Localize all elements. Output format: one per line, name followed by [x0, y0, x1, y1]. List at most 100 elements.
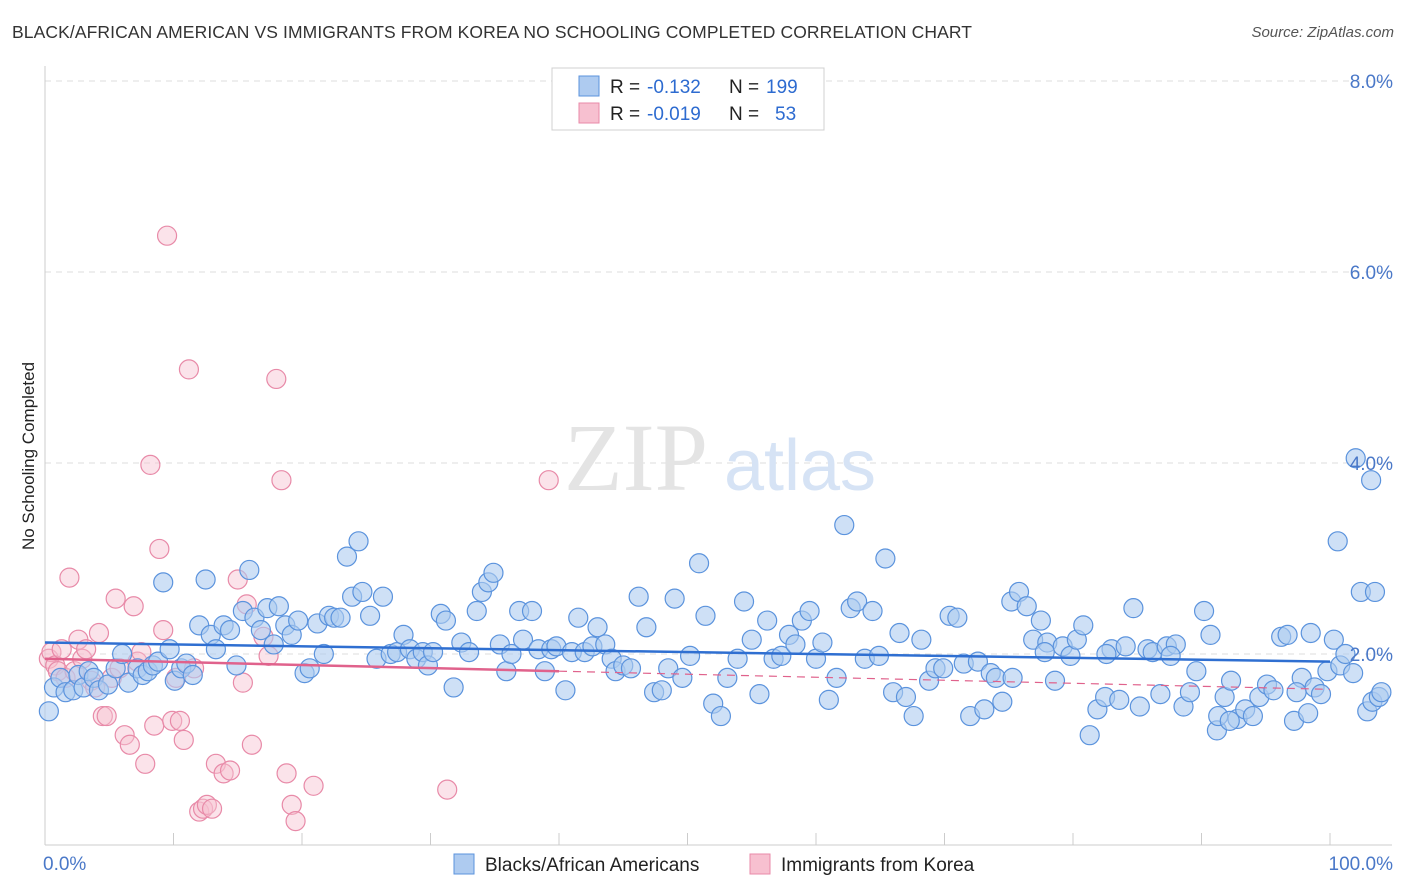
black-american-point — [799, 600, 820, 622]
black-american-point — [1335, 643, 1356, 665]
black-american-point — [1044, 670, 1066, 691]
black-american-point — [443, 677, 464, 698]
black-american-point — [422, 641, 444, 663]
trend-line-blacks — [44, 641, 1331, 663]
korea-point — [88, 622, 110, 644]
black-american-point — [911, 629, 932, 650]
black-american-point — [749, 684, 770, 705]
korea-point — [241, 734, 262, 755]
axes — [44, 66, 1392, 846]
black-american-point — [153, 572, 174, 593]
black-american-point — [1219, 710, 1240, 731]
korea-point — [135, 753, 156, 774]
black-american-point — [1073, 615, 1094, 636]
series-immigrants-from-korea — [38, 225, 559, 832]
bottom-legend-swatch-blue — [453, 853, 475, 875]
korea-point — [189, 801, 210, 822]
black-american-point — [679, 645, 701, 667]
korea-point — [276, 763, 297, 784]
korea-point — [173, 729, 194, 751]
black-american-point — [268, 596, 289, 617]
korea-point — [178, 359, 200, 380]
black-american-point — [1327, 531, 1348, 552]
trend-lines — [44, 641, 1331, 690]
legend-n-value-pink: 53 — [775, 104, 796, 125]
korea-point — [281, 794, 302, 815]
korea-point — [219, 760, 241, 781]
y-tick-label: 6.0% — [1350, 263, 1393, 284]
black-american-point — [288, 610, 309, 631]
source-credit: Source: ZipAtlas.com — [1251, 24, 1394, 41]
series-legend: Blacks/African Americans Immigrants from… — [453, 853, 975, 876]
korea-point — [119, 734, 140, 755]
black-american-point — [1300, 622, 1321, 644]
black-american-point — [875, 548, 896, 569]
korea-point — [538, 470, 559, 491]
korea-point — [285, 811, 306, 832]
black-american-point — [785, 634, 806, 655]
black-american-point — [895, 686, 917, 708]
black-american-point — [1323, 629, 1344, 650]
black-american-point — [182, 664, 203, 686]
black-american-point — [219, 620, 241, 641]
black-american-point — [587, 617, 608, 638]
x-tick-label-min: 0.0% — [43, 854, 86, 875]
korea-point — [59, 567, 80, 588]
legend-r-value-blue: -0.132 — [647, 77, 701, 98]
legend-n-value-blue: 199 — [766, 77, 798, 98]
black-american-point — [250, 620, 271, 641]
black-american-point — [974, 699, 995, 720]
black-american-point — [947, 607, 968, 628]
black-american-point — [521, 600, 543, 622]
black-american-point — [1343, 662, 1364, 684]
black-american-point — [1186, 661, 1207, 682]
trend-line-korea-extrapolated — [558, 670, 1331, 690]
korea-point — [303, 775, 324, 796]
black-american-point — [1298, 703, 1319, 724]
black-american-point — [1371, 682, 1392, 703]
black-american-point — [1179, 682, 1201, 703]
bottom-legend-swatch-pink — [749, 853, 771, 875]
black-american-point — [1016, 596, 1037, 617]
black-american-point — [1030, 610, 1051, 631]
black-american-point — [771, 645, 792, 667]
black-american-point — [834, 514, 855, 536]
trend-line-korea — [44, 657, 560, 673]
bottom-legend-label-pink: Immigrants from Korea — [781, 855, 975, 876]
black-american-point — [862, 600, 883, 622]
black-american-point — [1079, 725, 1100, 746]
black-american-point — [733, 591, 755, 612]
legend-swatch-blue — [578, 75, 600, 97]
black-american-point — [812, 632, 833, 653]
black-american-point — [313, 643, 334, 665]
black-american-point — [933, 658, 954, 679]
black-american-point — [159, 639, 180, 660]
black-american-point — [239, 559, 260, 581]
y-tick-label: 8.0% — [1350, 72, 1393, 93]
korea-point — [437, 779, 458, 800]
black-american-point — [717, 667, 738, 688]
black-american-point — [299, 658, 320, 679]
black-american-point — [1200, 624, 1221, 646]
korea-point — [156, 225, 178, 246]
black-american-point — [636, 617, 657, 638]
black-american-point — [1310, 684, 1332, 705]
korea-point — [201, 798, 223, 819]
legend-swatch-pink — [578, 102, 600, 124]
black-american-point — [97, 674, 119, 695]
black-american-point — [226, 655, 247, 676]
black-american-point — [1220, 670, 1242, 691]
korea-point — [140, 454, 161, 476]
black-american-point — [483, 562, 504, 583]
black-american-point — [695, 605, 716, 626]
black-american-point — [757, 610, 778, 631]
y-axis-title: No Schooling Completed — [19, 362, 38, 550]
black-american-point — [664, 588, 685, 609]
x-tick-label-max: 100.0% — [1329, 854, 1394, 875]
black-american-point — [263, 634, 284, 655]
korea-point — [123, 596, 144, 617]
black-american-point — [1193, 600, 1215, 622]
black-american-point — [1160, 645, 1181, 667]
black-american-point — [889, 622, 910, 644]
black-american-point — [205, 639, 227, 660]
